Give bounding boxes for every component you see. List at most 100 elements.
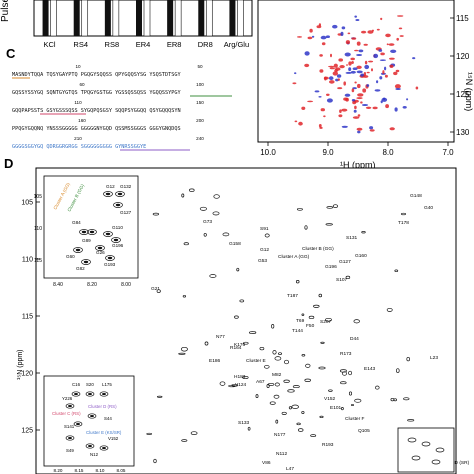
panel-d-peak [287,389,295,393]
panel-d-peak [243,341,249,345]
inset-top-peak [103,231,113,237]
panel-b-category-label: DR8 [198,40,213,49]
hsqc-top-peak [384,66,387,71]
panel-b-category-label: KCl [44,40,56,49]
panel-c-position-number: 10 [75,64,81,69]
panel-d-peak [295,280,300,284]
panel-d-assignment-label: E143 [364,366,376,372]
panel-c-position-number: 60 [79,82,85,87]
inset-top-peaks [73,191,125,265]
hsqc-top-peak [374,89,381,92]
panel-d-label: D [4,156,13,171]
panel-b-bar-chart: Pulse KCl RS4 RS8 ER4 ER8 DR8 Arg/Glu [0,0,253,49]
panel-d-peak [354,398,362,403]
panel-d-peak [183,242,189,246]
panel-b-bar-dark [136,0,142,36]
inset-top-peak [111,237,121,243]
panel-c-position-number: 100 [196,82,204,87]
hsqc-top-peak [363,72,367,76]
panel-d-peak [275,419,279,424]
hsqc-top-peak [318,124,322,128]
panel-d-peak [281,411,287,415]
hsqc-top-peak [354,49,359,52]
hsqc-top-peak [326,93,330,97]
panel-d-peak [308,315,315,320]
panel-d-peak [301,354,306,357]
panel-d-assignment-label: L47 [286,466,294,472]
hsqc-top-peak [341,125,348,128]
hsqc-top-peak [355,19,360,21]
hsqc-top-peak [330,53,332,58]
inset-top-peak-core [105,232,111,236]
hsqc-top-peak [329,67,335,70]
inset-bottom-peak-core [102,447,106,449]
inset-bottom-cluster-e: Cluster E (KS/SR) [86,430,122,435]
hsqc-top-peak [326,98,333,103]
hsqc-top-peak [314,90,320,93]
hsqc-top-peak [369,126,374,130]
inset-bottom-peak [85,391,95,397]
inset-br-frame [397,427,455,473]
panel-d-assignment-label: G53 [258,258,267,264]
panel-d-peak [273,394,280,399]
hsqc-top-peak [406,98,409,101]
hsqc-top-peak [389,64,394,69]
hsqc-top-peak [356,65,362,70]
hsqc-top-xtick-label: 10.0 [260,148,276,157]
hsqc-top-peak [320,35,327,40]
hsqc-top-peak [328,65,335,68]
hsqc-top-peak [304,63,310,68]
inset-top-xtick-label: 8.20 [87,282,97,288]
hsqc-top-peak [316,25,322,29]
hsqc-top-peak [319,126,323,129]
panel-d-peak [267,382,275,386]
inset-bottom-peak-label: S44 [104,416,112,421]
hsqc-top-peak [378,49,383,52]
panel-d-assignment-label: R193 [322,442,334,448]
inset-bottom-peak-core [102,393,106,395]
inset-top-peak-label: G60 [66,254,75,259]
hsqc-top-peak [354,15,358,18]
inset-bottom-peak [85,443,95,449]
panel-d-peak [271,324,275,329]
hsqc-top-peak [369,129,375,132]
hsqc-top-ytick-label: 115 [456,14,469,23]
inset-bottom-peak [73,421,83,427]
panel-c-sequence-row: PPQGYGQQNQ YNSSSGGGGG GGGGGNYGQD QSSMSSG… [12,126,181,132]
panel-d-peak [348,370,353,376]
panel-d-peak [204,341,209,346]
inset-bottom-peak-label: V152 [108,436,119,441]
hsqc-top-peak [307,36,313,40]
hsqc-top-ytick-label: 125 [456,90,470,99]
panel-d-assignment-label: D44 [350,336,359,342]
panel-d-assignment-label: G196 [325,264,337,270]
hsqc-top-peak [301,106,306,111]
inset-bottom-peak-core [88,445,92,447]
panel-c-position-number: 160 [78,118,86,123]
hsqc-top-peak [348,67,352,72]
panel-d-peak [248,331,257,334]
hsqc-top-peak [345,97,349,102]
hsqc-top-peak [358,49,364,53]
hsqc-top-peak [380,100,383,104]
inset-bottom: C16 S20 L175 Y226 S44 S141 V152 N12 S49 8.20 8.15… [43,375,135,473]
inset-bottom-peak-label: N12 [90,452,99,457]
inset-top-peak-core [105,192,111,196]
inset-bottom-peak-label: L175 [102,382,112,387]
hsqc-top-peak [361,104,369,106]
hsqc-top-xtick-label: 9.0 [322,148,334,157]
panel-d-peak [319,415,324,419]
hsqc-top-peak [351,37,357,40]
panel-d-assignment-label: Q105 [358,428,370,434]
panel-c-position-number: 110 [74,100,82,105]
inset-top-peak-label: G84 [72,220,81,225]
panel-b-bar-light [205,0,213,37]
panel-d-assignment-label: F50 [306,323,315,329]
panel-d-peak [340,381,347,385]
panel-d-peak [259,346,265,351]
inset-bottom-peak [99,445,109,451]
hsqc-top-peak [383,97,386,101]
hsqc-top-peak [394,84,401,89]
hsqc-top-peak [337,87,343,90]
